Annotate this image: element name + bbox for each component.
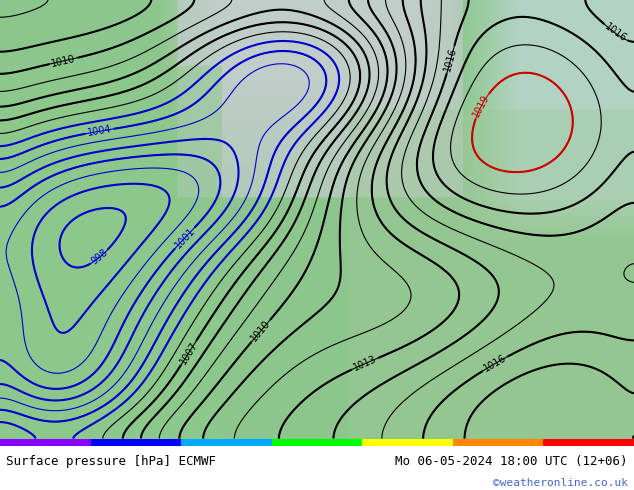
Text: ©weatheronline.co.uk: ©weatheronline.co.uk [493,478,628,489]
Bar [91,439,181,446]
FancyBboxPatch shape [178,0,463,197]
Text: 1010: 1010 [51,53,77,69]
FancyBboxPatch shape [349,110,634,439]
Text: 1001: 1001 [172,226,197,250]
Bar [0,439,91,446]
Bar [272,439,362,446]
Text: Surface pressure [hPa] ECMWF: Surface pressure [hPa] ECMWF [6,455,216,468]
Bar [181,439,272,446]
Text: 1016: 1016 [602,22,628,44]
Text: 1004: 1004 [87,124,113,138]
Text: 1007: 1007 [178,340,200,366]
Bar [362,439,453,446]
Text: Mo 06-05-2024 18:00 UTC (12+06): Mo 06-05-2024 18:00 UTC (12+06) [395,455,628,468]
Text: 1013: 1013 [352,354,378,373]
Text: 1016: 1016 [443,47,459,73]
Text: 1016: 1016 [482,353,508,374]
FancyBboxPatch shape [0,66,222,439]
Text: 1010: 1010 [249,318,273,343]
Text: 1019: 1019 [471,93,491,119]
Bar [453,439,543,446]
Text: 998: 998 [89,247,110,267]
Bar [543,439,634,446]
